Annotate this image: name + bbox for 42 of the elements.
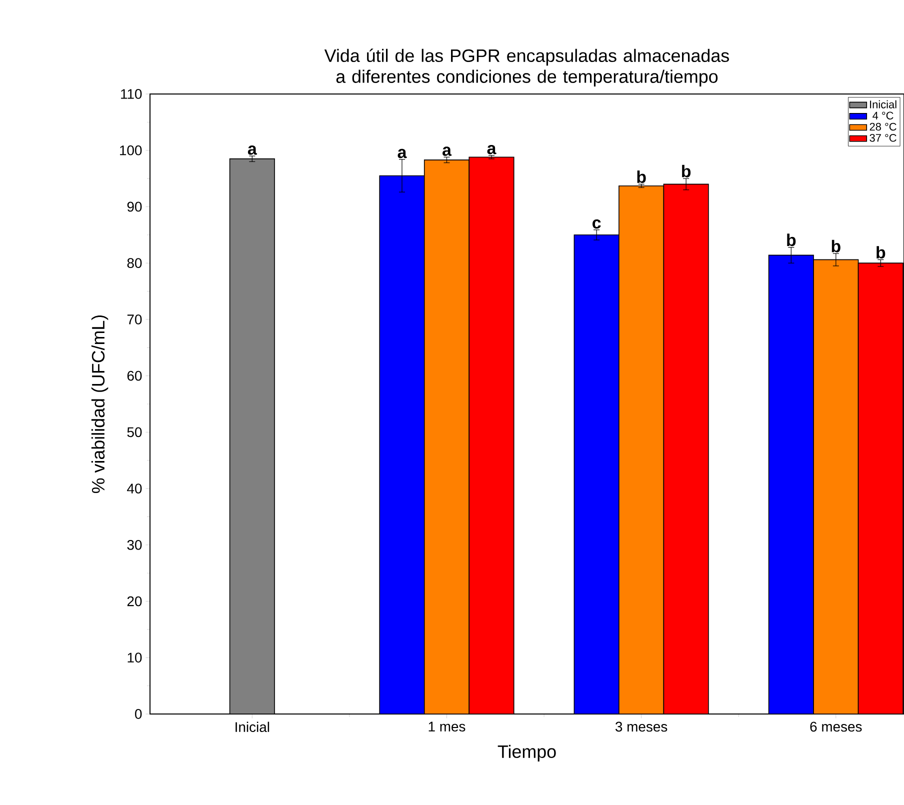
y-tick-label: 100 [120, 145, 142, 156]
y-tick-label: 0 [135, 709, 142, 719]
bar [768, 254, 814, 714]
bar [618, 185, 664, 714]
y-tick-label: 90 [127, 202, 142, 212]
y-tick-label: 10 [128, 652, 142, 663]
y-tick-label: 20 [127, 596, 142, 606]
x-axis-title: Tiempo [498, 744, 556, 762]
y-tick-label: 40 [127, 484, 142, 494]
y-tick-label: 50 [127, 427, 142, 438]
bar [468, 156, 514, 714]
bar [424, 160, 470, 714]
x-tick-label: 3 meses [616, 722, 668, 732]
data-label: a [487, 144, 496, 154]
bar [379, 175, 425, 714]
x-tick-label: 1 mes [428, 722, 466, 732]
data-label: a [248, 146, 257, 155]
bar [813, 259, 859, 714]
y-tick-label: 70 [127, 314, 142, 324]
y-tick-label: 30 [127, 540, 142, 550]
x-tick-label: 6 meses [810, 722, 862, 732]
data-label: b [637, 170, 646, 183]
data-label: c [592, 219, 601, 229]
y-axis-title: % viabilidad (UFC/mL) [91, 315, 108, 494]
bar [574, 234, 620, 714]
legend-label: 37 °C [870, 134, 896, 142]
data-label: a [398, 148, 407, 158]
chart-title: Vida útil de las PGPR encapsuladas almacenadas a diferentes condiciones de temperatura/tiempo [324, 48, 729, 86]
y-tick-label: 60 [127, 370, 142, 381]
x-tick-label: Inicial [236, 722, 270, 732]
legend-label: 4 °C [872, 112, 894, 120]
data-label: b [682, 164, 691, 178]
bar [663, 184, 709, 714]
legend-label: 28 °C [870, 122, 896, 131]
data-label: b [832, 240, 840, 252]
legend-label: Inicial [870, 100, 896, 108]
bar [858, 262, 904, 714]
y-tick-label: 110 [121, 89, 142, 99]
data-label: b [787, 234, 796, 246]
data-label: b [876, 246, 886, 259]
data-label: a [442, 146, 452, 156]
y-tick-label: 80 [127, 258, 142, 268]
